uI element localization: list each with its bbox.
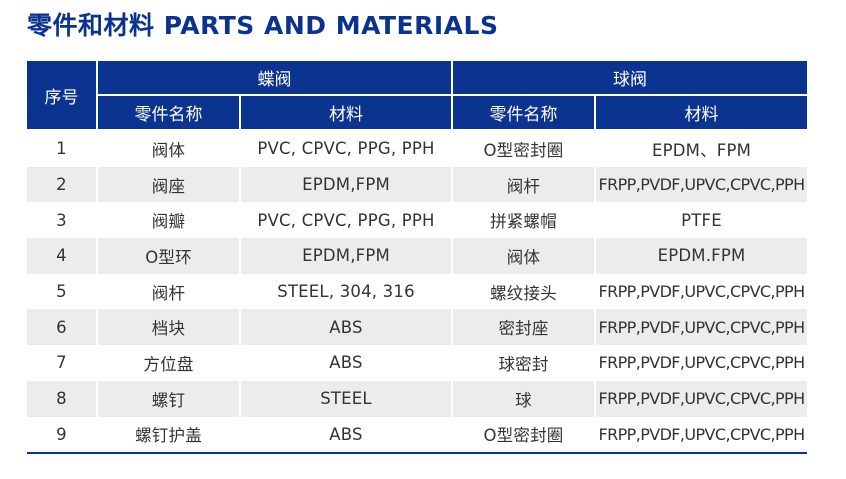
- butterfly-material: PVC, CPVC, PPG, PPH: [239, 202, 452, 239]
- butterfly-part: 档块: [96, 309, 240, 346]
- ball-material: EPDM、FPM: [594, 130, 807, 167]
- ball-part: 密封座: [451, 309, 595, 346]
- butterfly-part: O型环: [96, 238, 240, 274]
- table-row: 5 阀杆 STEEL, 304, 316 螺纹接头 FRPP,PVDF,UPVC,CPV…: [27, 273, 807, 310]
- table-row: 8 螺钉 STEEL 球 FRPP,PVDF,UPVC,CPVC,PPH: [27, 380, 807, 417]
- parts-table: 序号 蝶阀 球阀 零件名称 材料 零件名称 材料 1 阀体 PVC, CPVC, P…: [27, 61, 807, 455]
- header-butterfly-valve: 蝶阀: [96, 61, 453, 96]
- butterfly-material: EPDM,FPM: [239, 238, 452, 274]
- row-number: 9: [27, 416, 97, 455]
- table-row: 6 档块 ABS 密封座 FRPP,PVDF,UPVC,CPVC,PPH: [27, 309, 807, 346]
- ball-part: O型密封圈: [451, 130, 595, 167]
- butterfly-material: STEEL, 304, 316: [239, 273, 452, 310]
- header-part-name: 零件名称: [97, 95, 241, 131]
- page-title: 零件和材料 PARTS AND MATERIALS: [27, 11, 499, 40]
- table-row: 2 阀座 EPDM,FPM 阀杆 FRPP,PVDF,UPVC,CPVC,PPH: [27, 166, 807, 203]
- ball-material: FRPP,PVDF,UPVC,CPVC,PPH: [594, 309, 807, 346]
- row-number: 4: [27, 238, 97, 274]
- ball-part: 阀杆: [451, 166, 595, 203]
- butterfly-part: 阀座: [96, 166, 240, 203]
- butterfly-material: ABS: [239, 309, 452, 346]
- ball-part: 球密封: [451, 345, 595, 381]
- table-row: 1 阀体 PVC, CPVC, PPG, PPH O型密封圈 EPDM、FPM: [27, 130, 807, 167]
- table-row: 9 螺钉护盖 ABS O型密封圈 FRPP,PVDF,UPVC,CPVC,PPH: [27, 416, 807, 455]
- ball-part: 螺纹接头: [451, 273, 595, 310]
- ball-material: FRPP,PVDF,UPVC,CPVC,PPH: [594, 273, 807, 310]
- butterfly-part: 阀瓣: [96, 202, 240, 239]
- row-number: 6: [27, 309, 97, 346]
- butterfly-part: 阀体: [96, 130, 240, 167]
- butterfly-part: 阀杆: [96, 273, 240, 310]
- ball-part: 球: [451, 380, 595, 417]
- ball-part: O型密封圈: [451, 416, 595, 455]
- header-material: 材料: [594, 95, 807, 131]
- row-number: 1: [56, 139, 67, 159]
- ball-material: FRPP,PVDF,UPVC,CPVC,PPH: [594, 345, 807, 381]
- ball-material: FRPP,PVDF,UPVC,CPVC,PPH: [594, 166, 807, 203]
- ball-material: PTFE: [594, 202, 807, 239]
- ball-material: FRPP,PVDF,UPVC,CPVC,PPH: [594, 416, 807, 455]
- ball-part: 拼紧螺帽: [451, 202, 595, 239]
- butterfly-material: ABS: [239, 345, 452, 381]
- butterfly-material: ABS: [239, 416, 452, 455]
- butterfly-part: 方位盘: [96, 345, 240, 381]
- row-number: 5: [56, 282, 67, 302]
- row-number: 3: [56, 210, 67, 230]
- row-number: 2: [27, 166, 97, 203]
- table-row: 3 阀瓣 PVC, CPVC, PPG, PPH 拼紧螺帽 PTFE: [27, 202, 807, 239]
- table-row: 4 O型环 EPDM,FPM 阀体 EPDM.FPM: [27, 238, 807, 274]
- table-row: 7 方位盘 ABS 球密封 FRPP,PVDF,UPVC,CPVC,PPH: [27, 345, 807, 381]
- ball-part: 阀体: [451, 238, 595, 274]
- row-number: 7: [56, 353, 67, 373]
- header-material: 材料: [239, 95, 453, 131]
- header-ball-valve: 球阀: [451, 61, 807, 96]
- butterfly-material: PVC, CPVC, PPG, PPH: [239, 130, 452, 167]
- butterfly-part: 螺钉护盖: [96, 416, 240, 455]
- ball-material: EPDM.FPM: [594, 238, 807, 274]
- butterfly-material: EPDM,FPM: [239, 166, 452, 203]
- ball-material: FRPP,PVDF,UPVC,CPVC,PPH: [594, 380, 807, 417]
- butterfly-material: STEEL: [239, 380, 452, 417]
- header-no: 序号: [27, 61, 98, 131]
- header-part-name: 零件名称: [451, 95, 596, 131]
- butterfly-part: 螺钉: [96, 380, 240, 417]
- row-number: 8: [27, 380, 97, 417]
